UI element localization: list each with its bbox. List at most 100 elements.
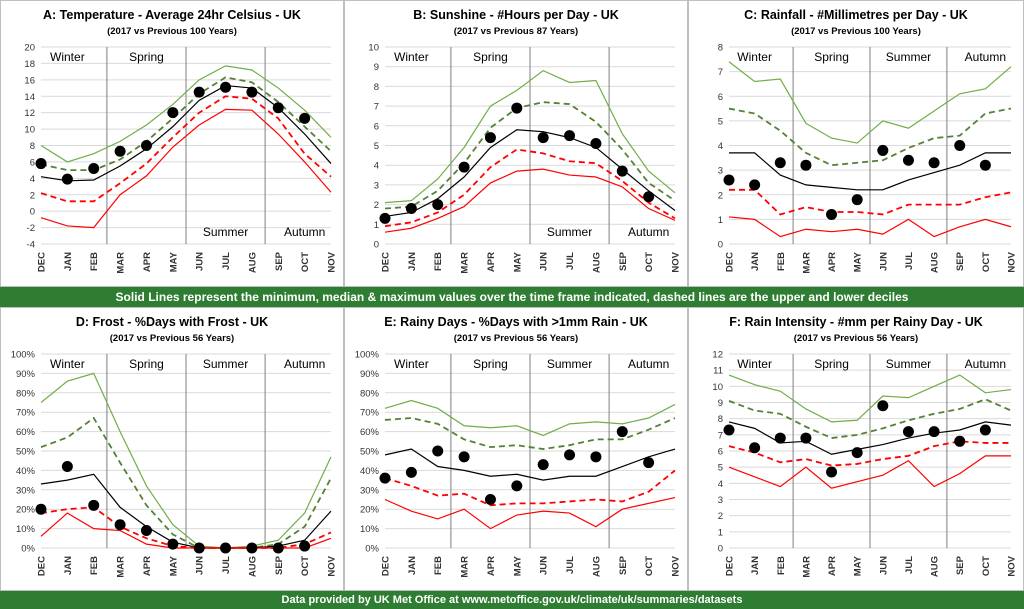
season-label: Winter: [394, 357, 429, 371]
data-point-2017: [774, 432, 786, 444]
y-tick-label: 70%: [360, 408, 380, 419]
data-point-2017: [220, 81, 232, 93]
x-tick-label: JAN: [750, 252, 761, 271]
y-tick-label: 18: [24, 59, 35, 70]
season-label: Spring: [129, 50, 164, 64]
series-line-max: [40, 65, 332, 163]
y-tick-label: 10: [712, 382, 723, 393]
data-point-2017: [749, 179, 761, 191]
data-point-2017: [35, 503, 47, 515]
y-tick-label: 8: [30, 141, 35, 152]
x-tick-label: JUN: [878, 556, 889, 575]
data-point-2017: [902, 154, 914, 166]
y-tick-label: 3: [374, 180, 379, 191]
y-tick-label: 50%: [360, 447, 380, 458]
y-tick-label: 0: [374, 240, 379, 251]
x-tick-label: MAY: [168, 555, 179, 576]
data-point-2017: [826, 466, 838, 478]
x-tick-label: AUG: [930, 252, 941, 273]
season-label: Summer: [547, 357, 592, 371]
data-point-2017: [140, 525, 152, 537]
x-tick-label: SEP: [618, 555, 629, 575]
y-tick-label: 60%: [360, 427, 380, 438]
x-tick-label: AUG: [247, 252, 258, 273]
chart-panel-e: E: Rainy Days - %Days with >1mm Rain - U…: [344, 307, 688, 591]
series-line-lower-decile: [40, 95, 332, 203]
data-point-2017: [114, 145, 126, 157]
x-tick-label: APR: [827, 252, 838, 272]
chart-svg: 0% 10% 20% 30% 40% 50% 60% 70% 80% 90% 100% Winter S…: [11, 350, 338, 578]
series-line-median: [40, 84, 332, 182]
series-line-min: [384, 496, 676, 530]
y-tick-label: 12: [712, 350, 723, 361]
data-point-2017: [723, 174, 735, 186]
y-tick-label: 3: [718, 166, 723, 177]
season-label: Autumn: [628, 357, 669, 371]
x-tick-label: MAY: [853, 555, 864, 576]
data-point-2017: [379, 212, 391, 224]
x-tick-label: MAR: [801, 556, 812, 578]
x-tick-label: NOV: [327, 251, 338, 272]
season-label: Spring: [814, 357, 849, 371]
x-tick-label: JUL: [221, 252, 232, 270]
data-point-2017: [928, 426, 940, 438]
chart-subtitle: (2017 vs Previous 87 Years): [453, 26, 579, 37]
chart-panel-f: F: Rain Intensity - #mm per Rainy Day - …: [688, 307, 1024, 591]
x-tick-label: NOV: [671, 555, 682, 576]
x-tick-label: APR: [142, 556, 153, 576]
x-tick-label: MAY: [168, 251, 179, 272]
series-line-lower-decile: [384, 469, 676, 507]
data-point-2017: [590, 138, 602, 150]
series-line-min: [40, 108, 332, 229]
x-tick-label: MAR: [116, 252, 127, 274]
y-tick-label: 6: [30, 157, 35, 168]
x-tick-label: JUN: [195, 252, 206, 271]
y-tick-label: 1: [718, 215, 723, 226]
series-line-upper-decile: [384, 101, 676, 210]
season-label: Autumn: [284, 357, 325, 371]
data-point-2017: [774, 157, 786, 169]
data-point-2017: [979, 159, 991, 171]
y-tick-label: 30%: [360, 485, 380, 496]
x-tick-label: JAN: [407, 556, 418, 575]
data-point-2017: [979, 424, 991, 436]
data-point-2017: [167, 538, 179, 550]
data-point-2017: [61, 173, 73, 185]
y-tick-label: 4: [30, 174, 35, 185]
data-point-2017: [272, 102, 284, 114]
x-tick-label: DEC: [37, 556, 48, 576]
series-line-lower-decile: [384, 148, 676, 228]
series-line-upper-decile: [40, 416, 332, 549]
y-tick-label: 4: [718, 141, 723, 152]
y-tick-label: 4: [374, 161, 379, 172]
y-tick-label: 60%: [16, 427, 36, 438]
series-line-upper-decile: [728, 107, 1012, 167]
x-tick-label: SEP: [955, 555, 966, 575]
y-tick-label: 7: [374, 102, 379, 113]
x-tick-label: DEC: [381, 556, 392, 576]
x-tick-label: MAR: [460, 252, 471, 274]
chart-subtitle: (2017 vs Previous 56 Years): [453, 333, 579, 344]
y-tick-label: 7: [718, 430, 723, 441]
y-tick-label: 0: [718, 240, 723, 251]
series-line-min: [728, 216, 1012, 238]
y-tick-label: 8: [718, 414, 723, 425]
series-line-upper-decile: [384, 417, 676, 450]
y-tick-label: 100%: [355, 350, 380, 361]
y-tick-label: 6: [374, 121, 379, 132]
x-tick-label: JUN: [195, 556, 206, 575]
season-label: Autumn: [965, 357, 1006, 371]
data-point-2017: [61, 461, 73, 473]
x-tick-label: JUN: [539, 556, 550, 575]
x-tick-label: NOV: [1007, 251, 1018, 272]
data-point-2017: [299, 540, 311, 552]
y-tick-label: 2: [374, 200, 379, 211]
y-tick-label: 5: [718, 463, 723, 474]
y-tick-label: 4: [718, 479, 723, 490]
data-point-2017: [851, 194, 863, 206]
x-tick-label: SEP: [955, 251, 966, 271]
y-tick-label: 3: [718, 495, 723, 506]
data-point-2017: [379, 472, 391, 484]
chart-subtitle: (2017 vs Previous 56 Years): [793, 333, 919, 344]
x-tick-label: MAR: [460, 556, 471, 578]
